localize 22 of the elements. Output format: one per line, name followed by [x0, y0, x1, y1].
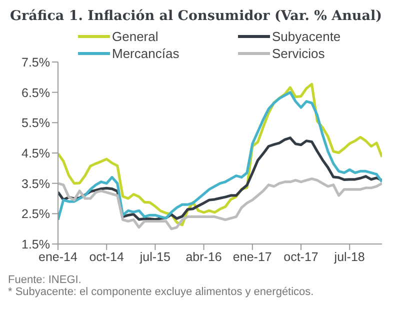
text: * Subyacente: el componente excluye alimentos y energéticos.	[8, 286, 315, 298]
x-tick-label: abr-16	[186, 250, 222, 264]
source-note: Fuente: INEGI.	[8, 274, 82, 286]
y-tick-label: 2.5%	[22, 207, 50, 222]
y-tick-label: 6.5%	[22, 86, 50, 100]
x-tick-label: ene-17	[232, 250, 272, 264]
x-tick-label: jul-15	[138, 250, 171, 264]
line-series	[58, 177, 382, 230]
legend-label: Mercancías	[112, 45, 180, 62]
y-tick-label: 7.5%	[22, 55, 50, 70]
x-tick-label: oct-14	[89, 250, 124, 264]
x-tick-label: ene-14	[38, 250, 78, 264]
y-tick-label: 3.5%	[22, 176, 50, 191]
y-tick-label: 4.5%	[22, 146, 50, 160]
chart-title: Gráfica 1. Inflación al Consumidor (Var. % Anual)	[10, 8, 383, 24]
y-tick-label: 5.5%	[22, 116, 50, 130]
legend-label: Subyacente	[272, 28, 341, 45]
legend-label: General	[112, 28, 158, 45]
x-tick-label: oct-17	[284, 250, 318, 264]
x-tick-label: jul-18	[333, 250, 365, 264]
legend-label: Servicios	[272, 45, 325, 62]
y-tick-label: 1.5%	[22, 237, 50, 252]
